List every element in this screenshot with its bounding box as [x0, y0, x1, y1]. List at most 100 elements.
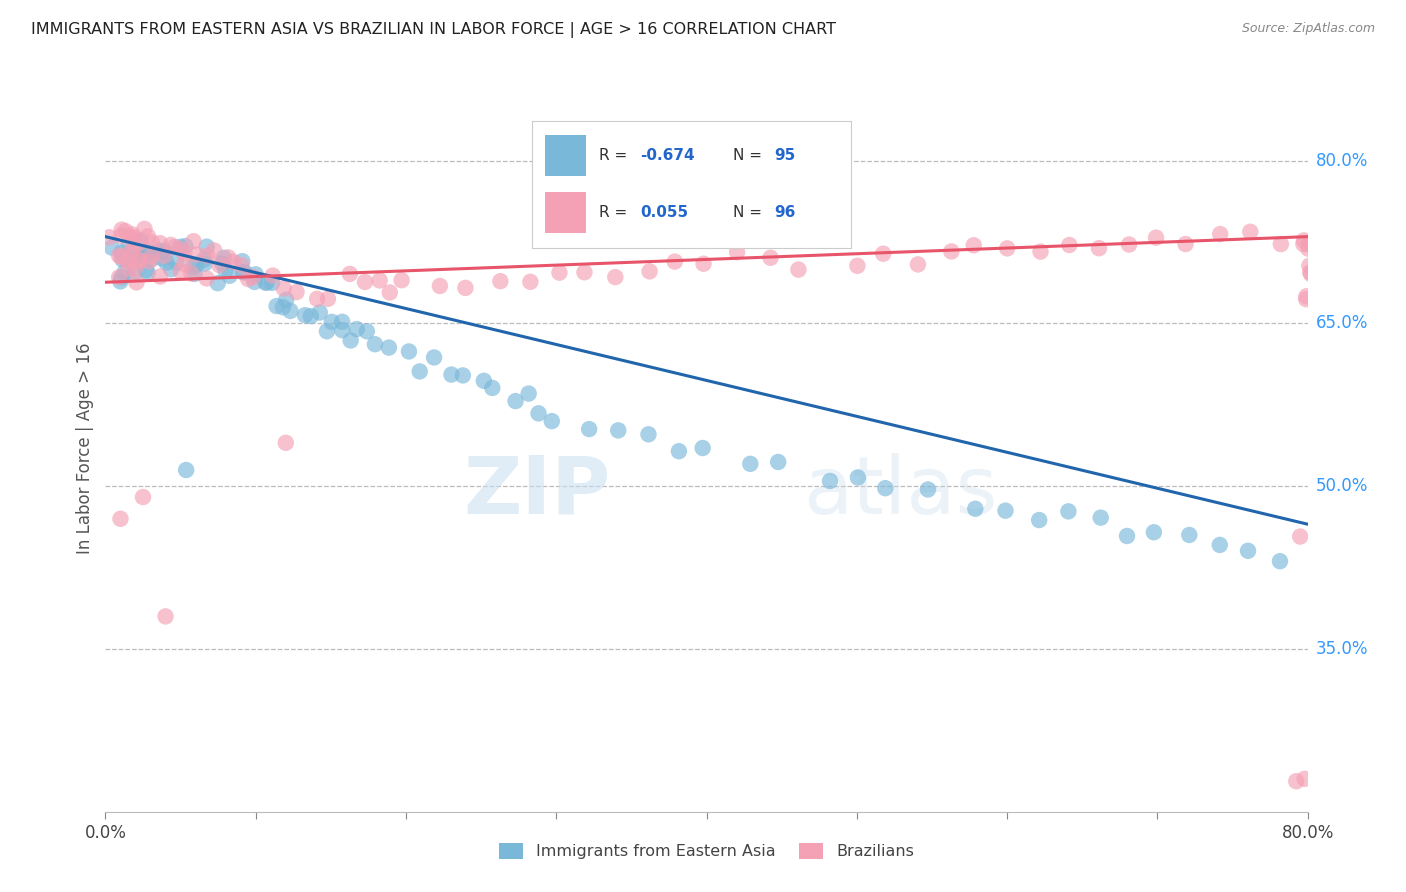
- Point: [1178, 528, 1201, 542]
- Point: [548, 266, 571, 280]
- Point: [159, 238, 181, 252]
- Point: [149, 236, 172, 251]
- Point: [138, 254, 160, 268]
- Point: [481, 381, 503, 395]
- Point: [233, 265, 256, 279]
- Point: [153, 249, 176, 263]
- Text: Source: ZipAtlas.com: Source: ZipAtlas.com: [1241, 22, 1375, 36]
- Point: [692, 441, 714, 455]
- Point: [391, 273, 413, 287]
- Point: [364, 337, 387, 351]
- Point: [637, 427, 659, 442]
- Point: [1118, 237, 1140, 252]
- Point: [271, 300, 294, 314]
- Point: [136, 229, 159, 244]
- Point: [129, 234, 152, 248]
- Text: 65.0%: 65.0%: [1316, 315, 1368, 333]
- Point: [519, 275, 541, 289]
- Point: [316, 324, 339, 338]
- Point: [121, 230, 143, 244]
- Point: [256, 276, 278, 290]
- Point: [440, 368, 463, 382]
- Point: [110, 228, 132, 243]
- Point: [136, 266, 159, 280]
- Point: [195, 271, 218, 285]
- Point: [1299, 236, 1322, 251]
- Point: [578, 422, 600, 436]
- Point: [875, 481, 897, 495]
- Point: [316, 292, 339, 306]
- Point: [356, 324, 378, 338]
- Point: [1088, 241, 1111, 255]
- Point: [818, 474, 841, 488]
- Point: [378, 341, 401, 355]
- Point: [170, 242, 193, 256]
- Point: [330, 315, 353, 329]
- Point: [1116, 529, 1139, 543]
- Point: [994, 503, 1017, 517]
- Point: [135, 263, 157, 277]
- Point: [173, 257, 195, 271]
- Point: [181, 260, 204, 274]
- Point: [111, 252, 134, 267]
- Point: [134, 251, 156, 265]
- Point: [155, 246, 177, 260]
- Point: [1298, 237, 1320, 252]
- Point: [454, 281, 477, 295]
- Point: [218, 268, 240, 283]
- Point: [128, 249, 150, 263]
- Point: [1143, 525, 1166, 540]
- Point: [174, 463, 197, 477]
- Point: [141, 235, 163, 250]
- Point: [186, 247, 208, 261]
- Point: [174, 239, 197, 253]
- Legend: Immigrants from Eastern Asia, Brazilians: Immigrants from Eastern Asia, Brazilians: [492, 836, 921, 865]
- Point: [308, 305, 330, 319]
- Point: [170, 264, 193, 278]
- Point: [638, 264, 661, 278]
- Point: [527, 406, 550, 420]
- Point: [108, 249, 131, 263]
- Point: [115, 253, 138, 268]
- Point: [1268, 554, 1291, 568]
- Point: [607, 423, 630, 437]
- Point: [472, 374, 495, 388]
- Point: [1174, 237, 1197, 252]
- Point: [136, 244, 159, 259]
- Point: [236, 272, 259, 286]
- Point: [101, 241, 124, 255]
- Point: [125, 251, 148, 265]
- Point: [183, 267, 205, 281]
- Point: [321, 315, 343, 329]
- Point: [963, 238, 986, 252]
- Point: [136, 248, 159, 262]
- Point: [1285, 774, 1308, 789]
- Point: [1237, 543, 1260, 558]
- Point: [242, 270, 264, 285]
- Point: [1298, 242, 1320, 256]
- Point: [122, 267, 145, 281]
- Point: [294, 308, 316, 322]
- Point: [169, 240, 191, 254]
- Point: [1144, 230, 1167, 244]
- Point: [398, 344, 420, 359]
- Point: [183, 234, 205, 248]
- Point: [118, 261, 141, 276]
- Point: [664, 254, 686, 268]
- Text: ZIP: ZIP: [463, 453, 610, 531]
- Point: [740, 457, 762, 471]
- Point: [165, 255, 187, 269]
- Point: [231, 254, 253, 268]
- Point: [787, 262, 810, 277]
- Point: [129, 254, 152, 268]
- Point: [330, 323, 353, 337]
- Point: [141, 252, 163, 266]
- Point: [1209, 227, 1232, 241]
- Point: [1294, 772, 1316, 786]
- Point: [148, 244, 170, 258]
- Point: [243, 275, 266, 289]
- Point: [517, 386, 540, 401]
- Point: [134, 222, 156, 236]
- Point: [846, 470, 869, 484]
- Point: [232, 265, 254, 279]
